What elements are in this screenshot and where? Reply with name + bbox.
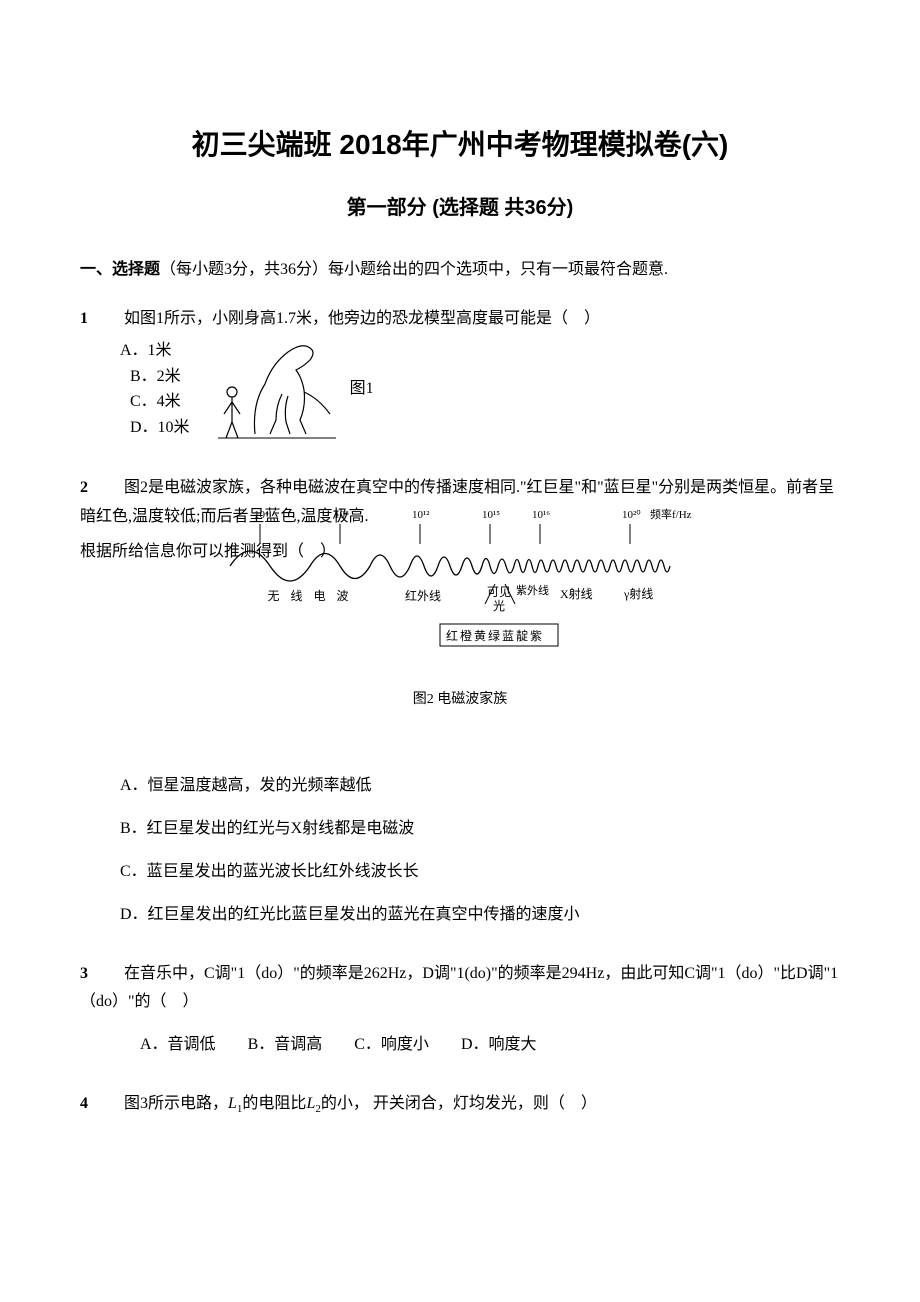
q2-em-spectrum: 10⁴ 10⁸ 10¹² 10¹⁵ 10¹⁶ 10²⁰ 频率f/Hz 无 线 电… [210,506,710,677]
q3-options: A．音调低 B．音调高 C．响度小 D．响度大 [140,1031,840,1060]
main-title: 初三尖端班 2018年广州中考物理模拟卷(六) [80,120,840,170]
q1-figure: 图1 [210,334,374,444]
q3-number: 3 [80,960,120,989]
q2-options: A．恒星温度越高，发的光频率越低 B．红巨星发出的红光与X射线都是电磁波 C．蓝… [80,772,840,929]
section-rest: （每小题3分，共36分）每小题给出的四个选项中，只有一项最符合题意. [160,261,668,278]
q1-fig-label: 图1 [350,375,374,404]
freq-0: 10⁴ [254,506,269,526]
q1-number: 1 [80,305,120,334]
question-2: 2 图2是电磁波家族，各种电磁波在真空中的传播速度相同."红巨星"和"蓝巨星"分… [80,474,840,930]
q2-opt-c: C．蓝巨星发出的蓝光波长比红外线波长长 [120,858,840,887]
section-label: 一、选择题 [80,261,160,278]
band-ir: 红外线 [405,586,441,608]
question-4: 4 图3所示电路，L1的电阻比L2的小， 开关闭合，灯均发光，则（ ） [80,1090,840,1120]
band-gamma: γ射线 [624,584,653,606]
question-1: 1 如图1所示，小刚身高1.7米，他旁边的恐龙模型高度最可能是（ ） A．1米 … [80,305,840,444]
q1-opt-d: D．10米 [120,415,190,441]
q1-options: A．1米 B．2米 C．4米 D．10米 [120,338,190,440]
q2-opt-a: A．恒星温度越高，发的光频率越低 [120,772,840,801]
q4-stem-suffix: 的小， 开关闭合，灯均发光，则（ ） [321,1095,597,1112]
q3-opt-a: A．音调低 [140,1036,216,1053]
freq-5: 10²⁰ [622,506,641,526]
q3-opt-d: D．响度大 [461,1036,537,1053]
q2-opt-d: D．红巨星发出的红光比蓝巨星发出的蓝光在真空中传播的速度小 [120,901,840,930]
q4-L2: L [306,1095,315,1112]
q3-opt-b: B．音调高 [248,1036,323,1053]
band-visible: 可见光 [484,586,514,612]
freq-unit: 频率f/Hz [650,506,692,526]
question-3: 3 在音乐中，C调"1（do）"的频率是262Hz，D调"1(do)"的频率是2… [80,960,840,1060]
freq-1: 10⁸ [334,506,349,526]
freq-2: 10¹² [412,506,430,526]
q2-number: 2 [80,474,120,503]
freq-4: 10¹⁶ [532,506,550,526]
freq-3: 10¹⁵ [482,506,500,526]
band-uv: 紫外线 [516,582,549,602]
q1-opt-c: C．4米 [120,389,190,415]
q3-opt-c: C．响度小 [354,1036,429,1053]
dinosaur-person-icon [210,334,340,444]
q2-caption: 图2 电磁波家族 [80,687,840,712]
q1-stem: 如图1所示，小刚身高1.7米，他旁边的恐龙模型高度最可能是（ ） [124,310,600,327]
q1-opt-a: A．1米 [120,338,190,364]
section-header: 一、选择题（每小题3分，共36分）每小题给出的四个选项中，只有一项最符合题意. [80,256,840,285]
q4-stem-mid: 的电阻比 [242,1095,306,1112]
visible-colors: 红橙黄绿蓝靛紫 [446,626,544,648]
band-x: X射线 [560,584,593,606]
q4-L1: L [228,1095,237,1112]
q4-number: 4 [80,1090,120,1119]
q2-opt-b: B．红巨星发出的红光与X射线都是电磁波 [120,815,840,844]
sub-title: 第一部分 (选择题 共36分) [80,190,840,226]
q1-opt-b: B．2米 [120,364,190,390]
q3-stem: 在音乐中，C调"1（do）"的频率是262Hz，D调"1(do)"的频率是294… [80,965,838,1011]
q4-stem-prefix: 图3所示电路， [124,1095,228,1112]
band-radio: 无 线 电 波 [260,586,360,608]
